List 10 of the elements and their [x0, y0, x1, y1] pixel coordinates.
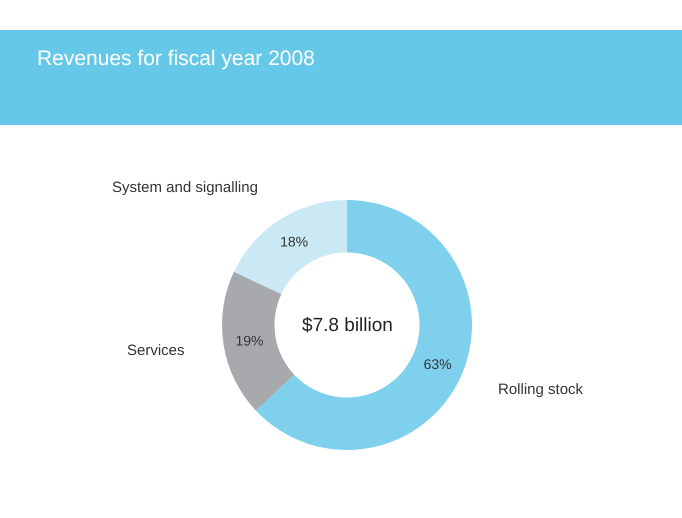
slice-label: Services: [127, 342, 185, 359]
text: $7.8 billion: [302, 315, 393, 336]
donut-slice: [222, 272, 294, 411]
donut-slice: [234, 200, 347, 294]
slice-label: Rolling stock: [498, 381, 584, 398]
chart-title: Revenues for fiscal year 2008: [37, 47, 315, 70]
data-label: 63%: [424, 356, 452, 372]
slice-label: System and signalling: [112, 179, 258, 196]
data-label: 18%: [280, 234, 308, 250]
data-label: 19%: [235, 332, 264, 348]
